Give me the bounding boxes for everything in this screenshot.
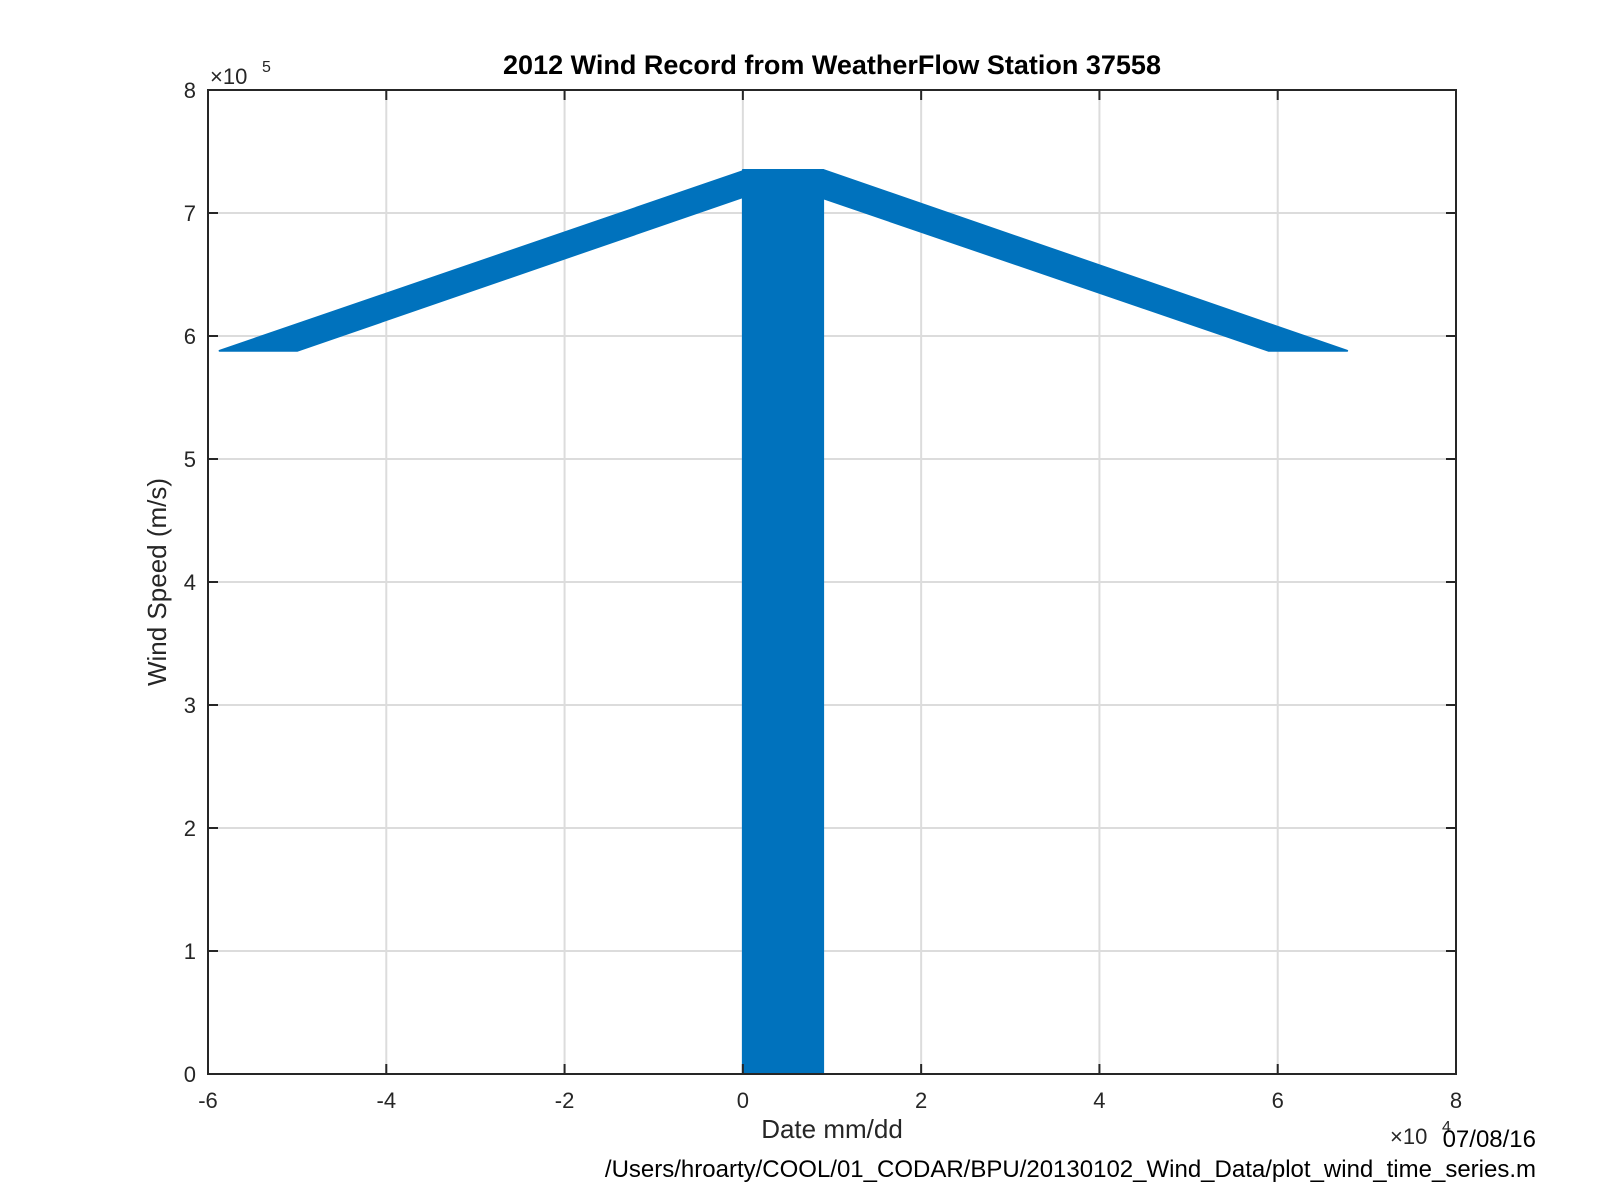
y-tick-label: 0 — [184, 1062, 196, 1087]
area-segment-1 — [218, 170, 744, 352]
y-tick-label: 1 — [184, 939, 196, 964]
x-exponent-power: 4 — [1442, 1119, 1451, 1136]
y-tick-label: 6 — [184, 324, 196, 349]
x-exponent-label: ×10 4 — [1390, 1119, 1451, 1149]
area-segment-3 — [822, 169, 1349, 352]
tick-marks — [207, 89, 1457, 1075]
x-tick-label: 8 — [1450, 1088, 1462, 1113]
y-tick-label: 8 — [184, 78, 196, 103]
grid-lines — [208, 90, 1456, 1074]
y-exponent-power: 5 — [262, 59, 271, 76]
tick-labels: -6 -4 -2 0 2 4 6 8 0 1 2 3 4 5 6 7 8 — [184, 78, 1462, 1113]
area-segment-2 — [741, 169, 825, 1075]
y-exponent-base: ×10 — [210, 64, 247, 89]
y-tick-label: 2 — [184, 816, 196, 841]
x-tick-label: 2 — [915, 1088, 927, 1113]
footer-date: 07/08/16 — [1442, 1126, 1536, 1153]
x-tick-label: -4 — [377, 1088, 397, 1113]
x-tick-label: 6 — [1272, 1088, 1284, 1113]
y-tick-label: 4 — [184, 570, 196, 595]
x-tick-label: 4 — [1093, 1088, 1105, 1113]
y-tick-label: 5 — [184, 447, 196, 472]
y-exponent-label: ×10 5 — [210, 59, 271, 89]
x-tick-label: -2 — [555, 1088, 575, 1113]
x-tick-label: 0 — [737, 1088, 749, 1113]
chart-title: 2012 Wind Record from WeatherFlow Statio… — [503, 50, 1161, 80]
data-area — [218, 169, 1349, 1075]
y-tick-label: 3 — [184, 693, 196, 718]
x-tick-label: -6 — [198, 1088, 218, 1113]
x-axis-label: Date mm/dd — [761, 1114, 903, 1144]
y-axis-label: Wind Speed (m/s) — [142, 478, 172, 686]
x-exponent-base: ×10 — [1390, 1124, 1427, 1149]
y-tick-label: 7 — [184, 201, 196, 226]
footer-script-path: /Users/hroarty/COOL/01_CODAR/BPU/2013010… — [604, 1156, 1536, 1183]
